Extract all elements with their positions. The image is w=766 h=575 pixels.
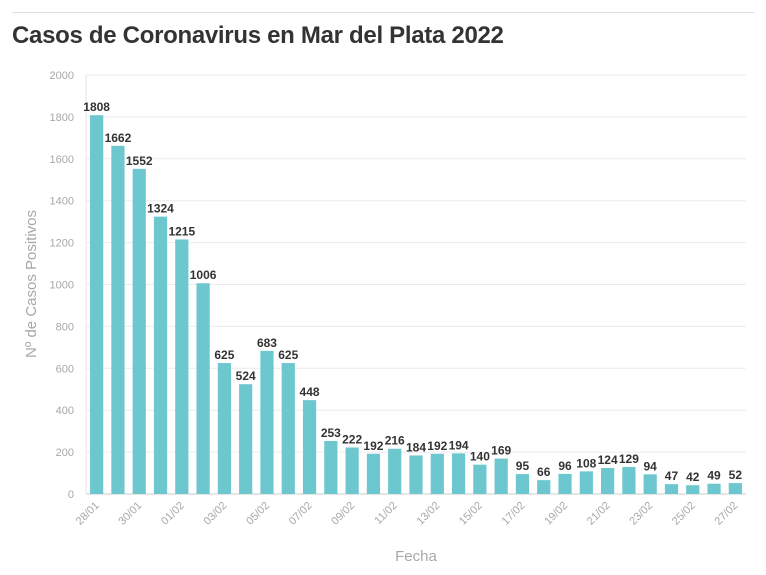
- data-label: 1552: [126, 154, 153, 168]
- bar[interactable]: [728, 483, 742, 494]
- x-tick-label: 07/02: [287, 500, 315, 528]
- data-label: 184: [406, 440, 426, 454]
- data-label: 96: [558, 459, 572, 473]
- bar[interactable]: [324, 440, 338, 494]
- x-tick-label: 28/01: [74, 500, 102, 528]
- x-tick-label: 23/02: [627, 500, 655, 528]
- data-label: 140: [470, 450, 490, 464]
- x-tick-label: 09/02: [329, 500, 357, 528]
- data-label: 222: [342, 432, 362, 446]
- bar[interactable]: [622, 466, 636, 494]
- bar[interactable]: [217, 363, 231, 494]
- bar[interactable]: [579, 471, 593, 494]
- y-axis-title: Nº de Casos Positivos: [23, 210, 40, 358]
- bar[interactable]: [302, 400, 317, 494]
- bar[interactable]: [664, 484, 679, 494]
- data-label: 1662: [105, 131, 132, 145]
- y-tick-label: 2000: [50, 70, 74, 82]
- bar[interactable]: [175, 239, 189, 494]
- x-tick-label: 30/01: [116, 500, 144, 528]
- x-tick-label: 25/02: [670, 500, 698, 528]
- y-tick-label: 0: [68, 489, 74, 501]
- bar[interactable]: [601, 468, 615, 494]
- data-label: 216: [385, 434, 405, 448]
- x-tick-label: 11/02: [372, 500, 399, 527]
- data-label: 683: [257, 336, 277, 350]
- bar[interactable]: [345, 447, 359, 494]
- bar[interactable]: [281, 363, 295, 494]
- data-label: 94: [644, 459, 658, 473]
- bar[interactable]: [132, 168, 146, 494]
- data-label: 95: [516, 459, 530, 473]
- bar[interactable]: [558, 473, 572, 494]
- bar[interactable]: [90, 115, 104, 494]
- data-label: 66: [537, 465, 551, 479]
- data-label: 108: [576, 456, 596, 470]
- x-tick-label: 13/02: [414, 500, 442, 528]
- gridlines: [85, 74, 746, 495]
- y-tick-label: 800: [56, 321, 74, 333]
- bar[interactable]: [643, 474, 657, 494]
- data-label: 625: [278, 348, 298, 362]
- bar[interactable]: [260, 350, 274, 494]
- bar[interactable]: [196, 283, 210, 494]
- data-label: 1215: [168, 224, 195, 238]
- bar[interactable]: [153, 216, 168, 494]
- x-tick-label: 19/02: [542, 500, 570, 528]
- top-rule: [12, 12, 754, 13]
- x-tick-label: 05/02: [244, 500, 272, 528]
- bar[interactable]: [537, 480, 551, 494]
- data-label: 1006: [190, 268, 217, 282]
- x-tick-label: 17/02: [500, 500, 528, 528]
- y-tick-label: 1000: [50, 280, 74, 292]
- bar[interactable]: [686, 485, 700, 494]
- y-tick-labels: 0 200 400 600 800 1000 1200 1400 1600 1800 2000: [50, 70, 74, 501]
- data-label: 124: [598, 453, 618, 467]
- y-tick-label: 1600: [50, 154, 74, 166]
- bar[interactable]: [111, 145, 125, 494]
- y-tick-label: 1800: [50, 112, 74, 124]
- data-label: 194: [449, 438, 469, 452]
- x-tick-label: 03/02: [202, 500, 230, 528]
- data-label: 52: [729, 468, 743, 482]
- data-label: 47: [665, 469, 679, 483]
- x-tick-label: 27/02: [713, 500, 741, 528]
- data-label: 1324: [147, 202, 174, 216]
- y-tick-label: 400: [56, 405, 74, 417]
- data-label: 524: [236, 369, 256, 383]
- chart-title: Casos de Coronavirus en Mar del Plata 20…: [12, 22, 504, 49]
- x-axis-title: Fecha: [395, 548, 437, 565]
- bar[interactable]: [388, 448, 402, 494]
- x-tick-label: 21/02: [585, 500, 613, 528]
- bar[interactable]: [409, 455, 423, 494]
- bar[interactable]: [494, 458, 508, 494]
- data-label: 42: [686, 470, 700, 484]
- bar[interactable]: [366, 453, 381, 494]
- y-tick-label: 1200: [50, 238, 74, 250]
- bar[interactable]: [430, 453, 444, 494]
- bar[interactable]: [239, 384, 253, 494]
- data-label: 49: [707, 469, 721, 483]
- bar[interactable]: [515, 474, 530, 494]
- x-tick-label: 01/02: [159, 500, 187, 528]
- y-tick-label: 1400: [50, 196, 74, 208]
- data-label: 192: [427, 439, 447, 453]
- bars: [90, 115, 742, 494]
- data-label: 625: [214, 348, 234, 362]
- data-label: 448: [300, 385, 320, 399]
- y-tick-label: 200: [56, 447, 74, 459]
- data-label: 1808: [83, 100, 110, 114]
- data-label: 169: [491, 444, 511, 458]
- bar[interactable]: [707, 483, 721, 494]
- bar[interactable]: [451, 453, 466, 494]
- x-tick-label: 15/02: [457, 500, 485, 528]
- data-label: 129: [619, 452, 639, 466]
- data-label: 192: [363, 439, 383, 453]
- bar[interactable]: [473, 464, 487, 494]
- x-tick-labels: 28/01 30/01 01/02 03/02 05/02 07/02 09/02 11/02…: [74, 500, 741, 528]
- y-tick-label: 600: [56, 363, 74, 375]
- data-labels: 1808166215521324121510066255246836254482…: [83, 100, 742, 484]
- data-label: 253: [321, 426, 341, 440]
